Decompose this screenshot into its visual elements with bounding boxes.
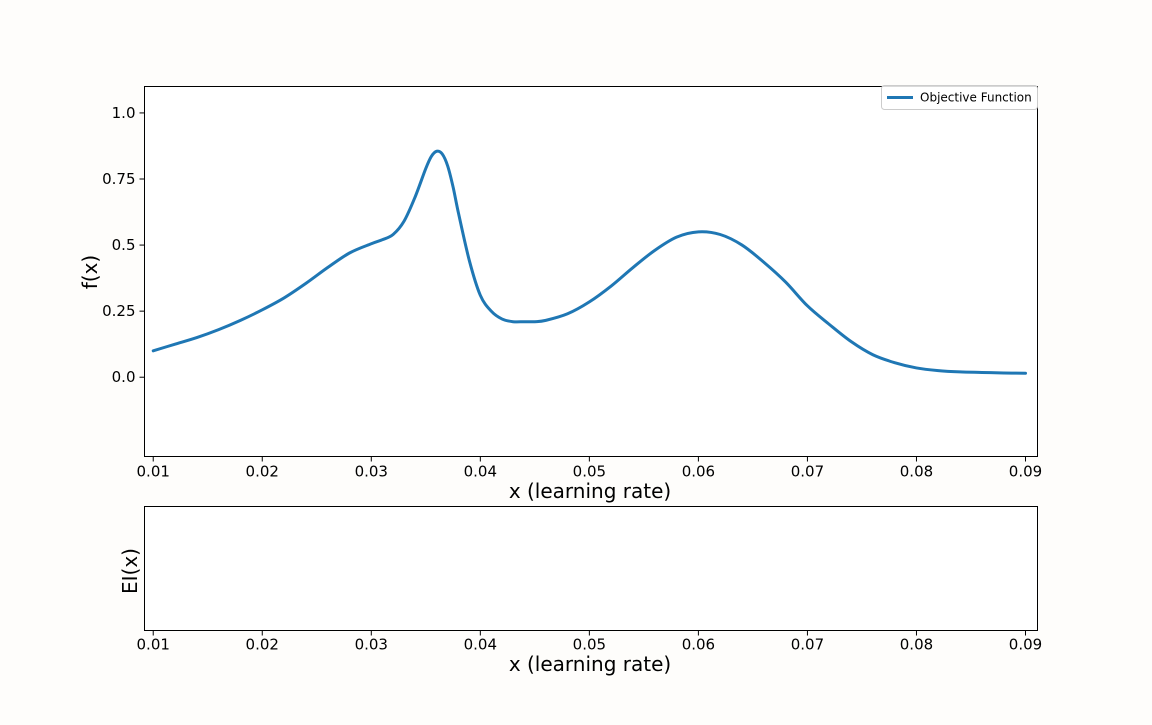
objective-y-tick-label: 0.25 [102,302,135,320]
objective-plot-frame [144,86,1038,457]
legend-box [881,85,1038,110]
objective-y-tick-label: 0.5 [112,236,136,254]
ei-x-tick-label: 0.08 [900,636,933,654]
objective-x-ticks: 0.01 0.02 0.03 0.04 0.05 0.06 0.07 0.08 0.09 [137,456,1042,481]
objective-x-tick-label: 0.09 [1009,463,1042,481]
objective-y-ticks: 0.0 0.25 0.5 0.75 1.0 [102,104,145,386]
ei-x-tick-label: 0.02 [246,636,279,654]
objective-y-axis-label: f(x) [78,255,102,289]
ei-x-tick-label: 0.04 [464,636,497,654]
ei-x-tick-label: 0.06 [682,636,715,654]
objective-x-tick-label: 0.05 [573,463,606,481]
objective-plot: 0.01 0.02 0.03 0.04 0.05 0.06 0.07 0.08 0.09 0.0… [78,85,1042,503]
ei-x-tick-label: 0.03 [355,636,388,654]
ei-plot: 0.01 0.02 0.03 0.04 0.05 0.06 0.07 0.08 0.09 x (… [118,506,1042,676]
objective-x-tick-label: 0.02 [246,463,279,481]
ei-plot-frame [144,506,1038,631]
ei-y-axis-label: EI(x) [118,548,142,594]
series-line-objective-function [151,149,1028,375]
legend-label-objective-function: Objective Function [920,91,1032,105]
objective-y-tick-label: 0.75 [102,170,135,188]
legend: Objective Function [881,85,1038,110]
objective-y-tick-label: 1.0 [112,104,136,122]
objective-x-axis-label: x (learning rate) [509,479,671,503]
objective-x-tick-label: 0.07 [791,463,824,481]
ei-x-tick-label: 0.09 [1009,636,1042,654]
objective-x-tick-label: 0.06 [682,463,715,481]
ei-x-tick-label: 0.01 [137,636,170,654]
ei-x-tick-label: 0.07 [791,636,824,654]
ei-x-ticks: 0.01 0.02 0.03 0.04 0.05 0.06 0.07 0.08 0.09 [137,630,1042,654]
objective-y-tick-label: 0.0 [112,368,136,386]
ei-x-tick-label: 0.05 [573,636,606,654]
ei-x-axis-label: x (learning rate) [509,652,671,676]
objective-x-tick-label: 0.01 [137,463,170,481]
objective-x-tick-label: 0.04 [464,463,497,481]
objective-x-tick-label: 0.08 [900,463,933,481]
objective-series [151,149,1028,375]
objective-x-tick-label: 0.03 [355,463,388,481]
